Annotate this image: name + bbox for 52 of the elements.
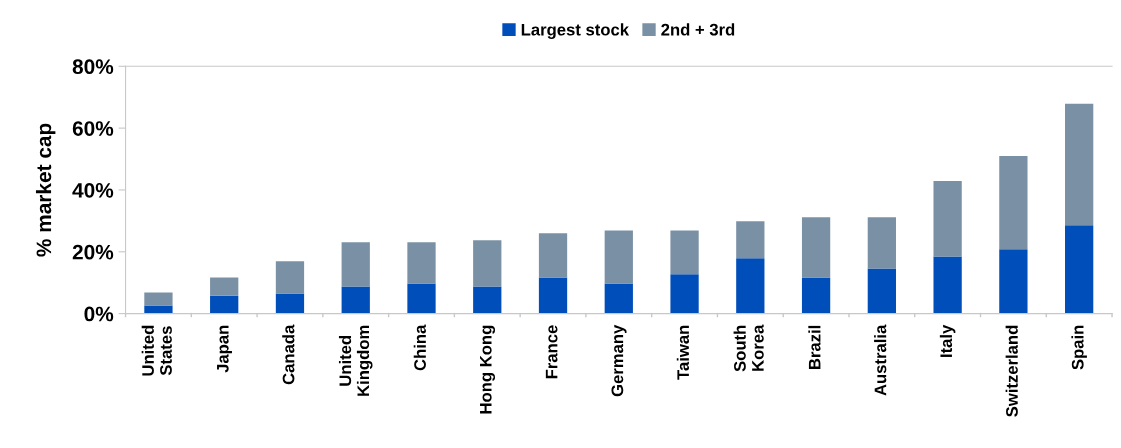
bar	[1065, 103, 1094, 226]
legend-label: 2nd + 3rd	[661, 23, 735, 36]
x-tick-label: Japan	[217, 325, 232, 373]
x-tick-label: United Kingdom	[338, 325, 373, 396]
bar	[801, 217, 831, 278]
y-tick-label: 20%	[72, 244, 114, 260]
bar	[1065, 225, 1094, 314]
x-tick-label: Australia	[874, 324, 887, 396]
bar	[407, 283, 436, 314]
x-tick-label: China	[413, 324, 426, 371]
x-tick-label: Hong Kong	[480, 325, 496, 414]
bar	[999, 249, 1028, 314]
bar	[933, 180, 962, 257]
bar	[538, 277, 568, 314]
x-tick-label: Brazil	[808, 325, 821, 369]
bar	[210, 295, 239, 314]
x-tick-label: Canada	[282, 324, 295, 385]
y-axis-title: % market cap	[35, 123, 56, 257]
x-tick-label: Germany	[611, 324, 627, 397]
bar	[144, 292, 173, 306]
x-tick-label: Italy	[939, 324, 956, 357]
x-tick-label: Spain	[1071, 325, 1087, 370]
x-tick-label: Taiwan	[676, 325, 690, 380]
y-tick-label: 0%	[84, 306, 114, 322]
bar	[999, 155, 1028, 250]
bar	[407, 242, 436, 284]
bar	[801, 277, 831, 314]
y-tick-label: 60%	[72, 121, 114, 136]
x-tick-label: South Korea	[733, 324, 764, 372]
bar	[933, 256, 962, 314]
x-tick-label: Switzerland	[1005, 325, 1018, 417]
x-tick-label: United States	[141, 325, 172, 376]
bar	[670, 230, 699, 275]
bar	[341, 286, 370, 314]
bar	[275, 293, 305, 314]
y-tick-label: 40%	[72, 182, 114, 198]
bar	[473, 240, 502, 287]
bar	[670, 274, 699, 314]
bar	[867, 268, 896, 314]
bar	[604, 283, 633, 314]
bar	[275, 261, 305, 294]
x-tick-label: France	[545, 325, 558, 379]
bar	[538, 233, 568, 278]
bar	[210, 277, 239, 296]
bar	[604, 230, 633, 284]
legend-label: Largest stock	[521, 23, 630, 39]
bar	[473, 286, 502, 314]
bar	[736, 258, 765, 314]
y-tick-label: 80%	[72, 59, 114, 75]
bar	[867, 217, 896, 269]
bar	[736, 221, 765, 259]
bar	[341, 242, 370, 287]
